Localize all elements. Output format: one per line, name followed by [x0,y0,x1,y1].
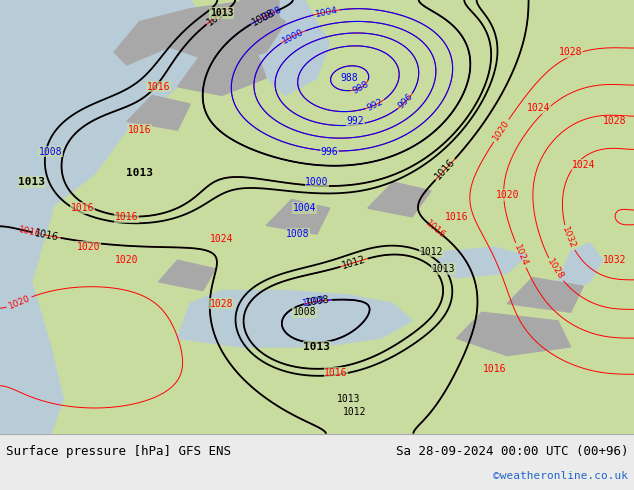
Text: 1004: 1004 [292,203,316,213]
Polygon shape [456,312,571,356]
Polygon shape [558,243,602,291]
Text: Sa 28-09-2024 00:00 UTC (00+96): Sa 28-09-2024 00:00 UTC (00+96) [396,445,628,458]
Text: 1013: 1013 [432,264,456,274]
Text: 1008: 1008 [302,295,326,308]
Text: 1013: 1013 [304,342,330,352]
Text: 1016: 1016 [482,364,507,373]
Polygon shape [158,260,216,291]
Text: 1012: 1012 [343,407,367,417]
Text: 1024: 1024 [210,234,234,244]
Text: 996: 996 [397,92,415,111]
Text: 1024: 1024 [527,103,551,113]
Text: 1000: 1000 [281,27,306,46]
Text: 1020: 1020 [495,190,519,200]
Text: 1008: 1008 [39,147,63,157]
Text: 1012: 1012 [205,5,231,27]
Text: 1013: 1013 [210,8,234,18]
Text: 1008: 1008 [259,4,284,23]
Text: 1016: 1016 [34,228,60,243]
Text: 1016: 1016 [324,368,348,378]
Text: 1024: 1024 [512,243,529,268]
Text: 1004: 1004 [314,5,339,19]
Polygon shape [0,0,222,208]
Text: 1020: 1020 [77,242,101,252]
Text: 1032: 1032 [560,225,578,250]
Text: 1013: 1013 [337,394,361,404]
Text: 1008: 1008 [292,307,316,317]
Text: 1020: 1020 [491,119,511,143]
Text: 1016: 1016 [70,203,94,213]
Text: 1016: 1016 [424,219,447,240]
Text: 988: 988 [351,79,370,96]
Text: 1016: 1016 [444,212,469,222]
Polygon shape [222,0,279,35]
Polygon shape [0,0,51,173]
Text: 992: 992 [366,97,385,113]
Text: 1020: 1020 [115,255,139,265]
Text: 1016: 1016 [18,225,42,239]
Text: 1012: 1012 [341,254,367,271]
Polygon shape [507,277,583,312]
Text: 1000: 1000 [305,177,329,187]
Polygon shape [0,0,76,434]
Text: 1008: 1008 [250,7,276,27]
Text: 1020: 1020 [7,294,31,311]
Text: 1028: 1028 [210,298,234,309]
Text: 1016: 1016 [146,82,171,92]
Polygon shape [266,199,330,234]
Text: 1032: 1032 [603,255,627,265]
Polygon shape [431,247,526,277]
Text: 1013: 1013 [18,177,45,187]
Text: 1028: 1028 [559,47,583,57]
Polygon shape [178,44,266,96]
Text: 1016: 1016 [127,125,152,135]
Text: 1008: 1008 [305,294,331,308]
Text: 1016: 1016 [433,157,457,182]
Polygon shape [127,96,190,130]
Text: ©weatheronline.co.uk: ©weatheronline.co.uk [493,471,628,481]
Text: 1024: 1024 [571,160,595,170]
Text: 988: 988 [340,73,358,83]
Polygon shape [114,9,190,65]
Polygon shape [241,0,330,96]
Text: 1016: 1016 [115,212,139,222]
Text: 1013: 1013 [126,169,153,178]
Polygon shape [158,0,285,65]
Text: 1012: 1012 [419,246,443,257]
Text: 1008: 1008 [286,229,310,239]
Text: 1028: 1028 [603,117,627,126]
Text: 996: 996 [321,147,339,157]
Text: 1028: 1028 [545,258,566,282]
Text: Surface pressure [hPa] GFS ENS: Surface pressure [hPa] GFS ENS [6,445,231,458]
Polygon shape [368,182,431,217]
Text: 992: 992 [346,117,364,126]
Polygon shape [178,291,412,347]
